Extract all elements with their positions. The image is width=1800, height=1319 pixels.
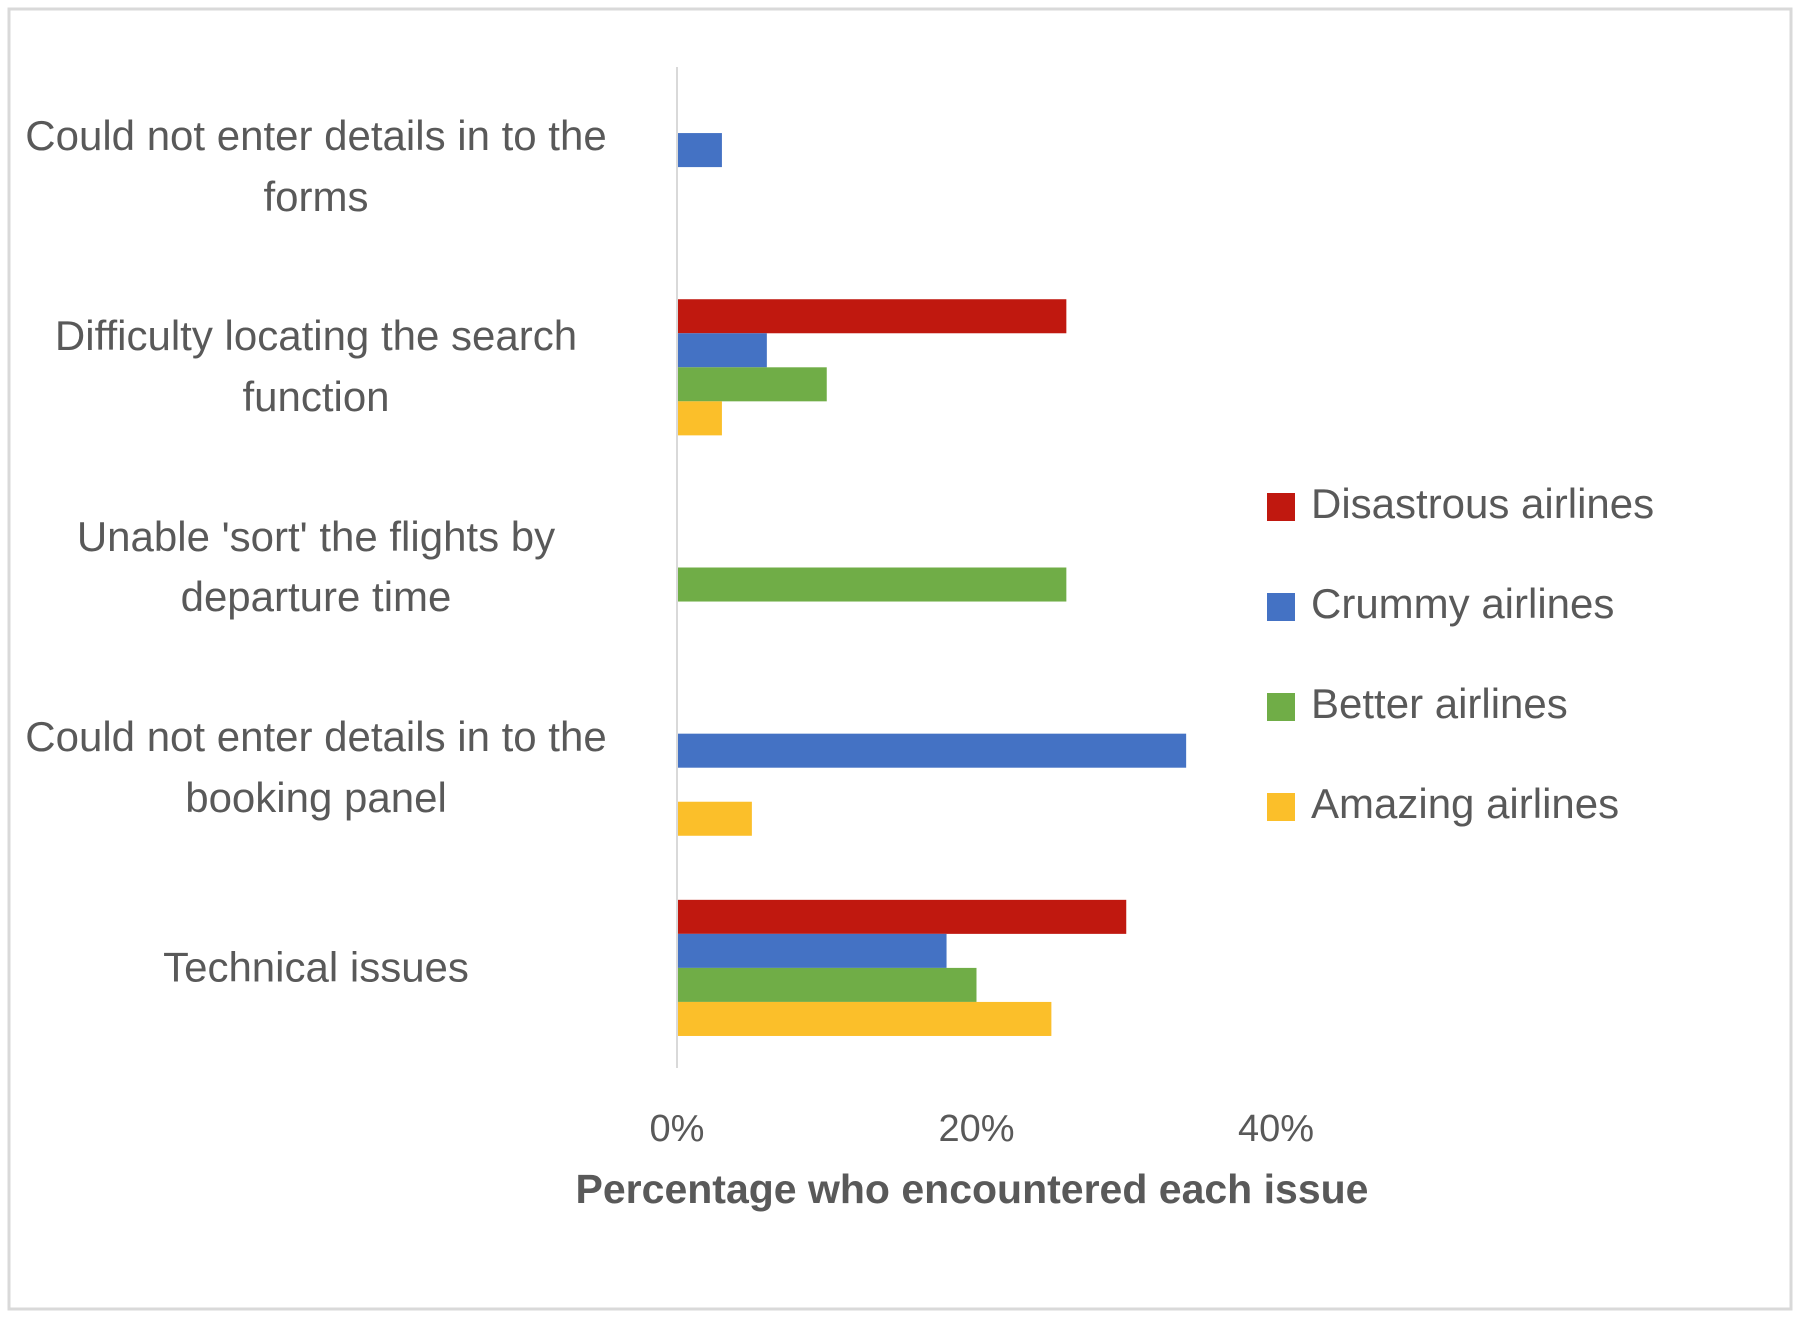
bar	[677, 401, 722, 436]
bar	[677, 299, 1067, 334]
category-label: Could not enter details in to the bookin…	[25, 712, 607, 821]
legend-swatch	[1267, 593, 1295, 621]
bar	[677, 733, 1187, 768]
legend-label: Crummy airlines	[1311, 580, 1614, 627]
category-label: Technical issues	[163, 943, 469, 991]
bar	[677, 567, 1067, 602]
category-label: Could not enter details in to the forms	[25, 112, 607, 221]
x-tick-label: 40%	[1238, 1108, 1314, 1150]
x-tick-label: 0%	[650, 1108, 705, 1150]
x-tick-label: 20%	[938, 1108, 1014, 1150]
legend-label: Disastrous airlines	[1311, 480, 1654, 527]
bar	[677, 367, 827, 402]
bar	[677, 133, 722, 168]
bar	[677, 933, 947, 968]
bar	[677, 967, 977, 1002]
legend-swatch	[1267, 693, 1295, 721]
bar	[677, 801, 752, 836]
bar	[677, 1001, 1052, 1036]
legend-label: Better airlines	[1311, 680, 1568, 727]
chart-border	[7, 7, 1793, 1311]
legend-label: Amazing airlines	[1311, 780, 1619, 827]
category-label: Unable 'sort' the flights by departure t…	[76, 512, 556, 621]
legend-swatch	[1267, 793, 1295, 821]
bar	[677, 899, 1127, 934]
x-axis-title: Percentage who encountered each issue	[576, 1166, 1369, 1212]
legend-swatch	[1267, 493, 1295, 521]
category-label: Difficulty locating the search function	[54, 312, 578, 421]
bar	[677, 333, 767, 368]
